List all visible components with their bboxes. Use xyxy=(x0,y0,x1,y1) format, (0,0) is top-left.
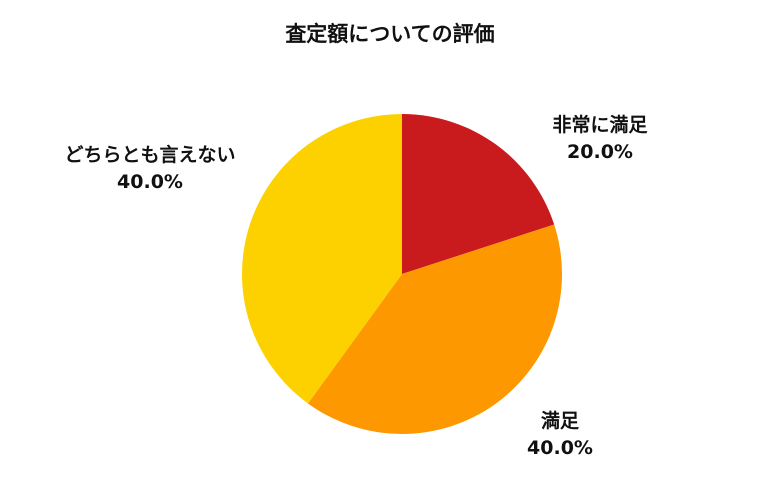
slice-value: 40.0% xyxy=(527,437,593,459)
slice-value: 20.0% xyxy=(567,141,633,163)
slice-label-neutral: どちらとも言えない 40.0% xyxy=(30,142,270,196)
slice-value: 40.0% xyxy=(117,171,183,193)
pie-slice-satisfied xyxy=(307,224,562,435)
pie-slice-very-satisfied xyxy=(402,114,555,274)
chart-title: 査定額についての評価 xyxy=(285,22,495,46)
pie-slice-neutral xyxy=(242,114,402,404)
slice-category: どちらとも言えない xyxy=(64,144,236,166)
slice-category: 非常に満足 xyxy=(552,114,648,136)
slice-label-satisfied: 満足 40.0% xyxy=(505,408,615,462)
slice-label-very-satisfied: 非常に満足 20.0% xyxy=(535,112,665,166)
slice-category: 満足 xyxy=(540,410,579,432)
